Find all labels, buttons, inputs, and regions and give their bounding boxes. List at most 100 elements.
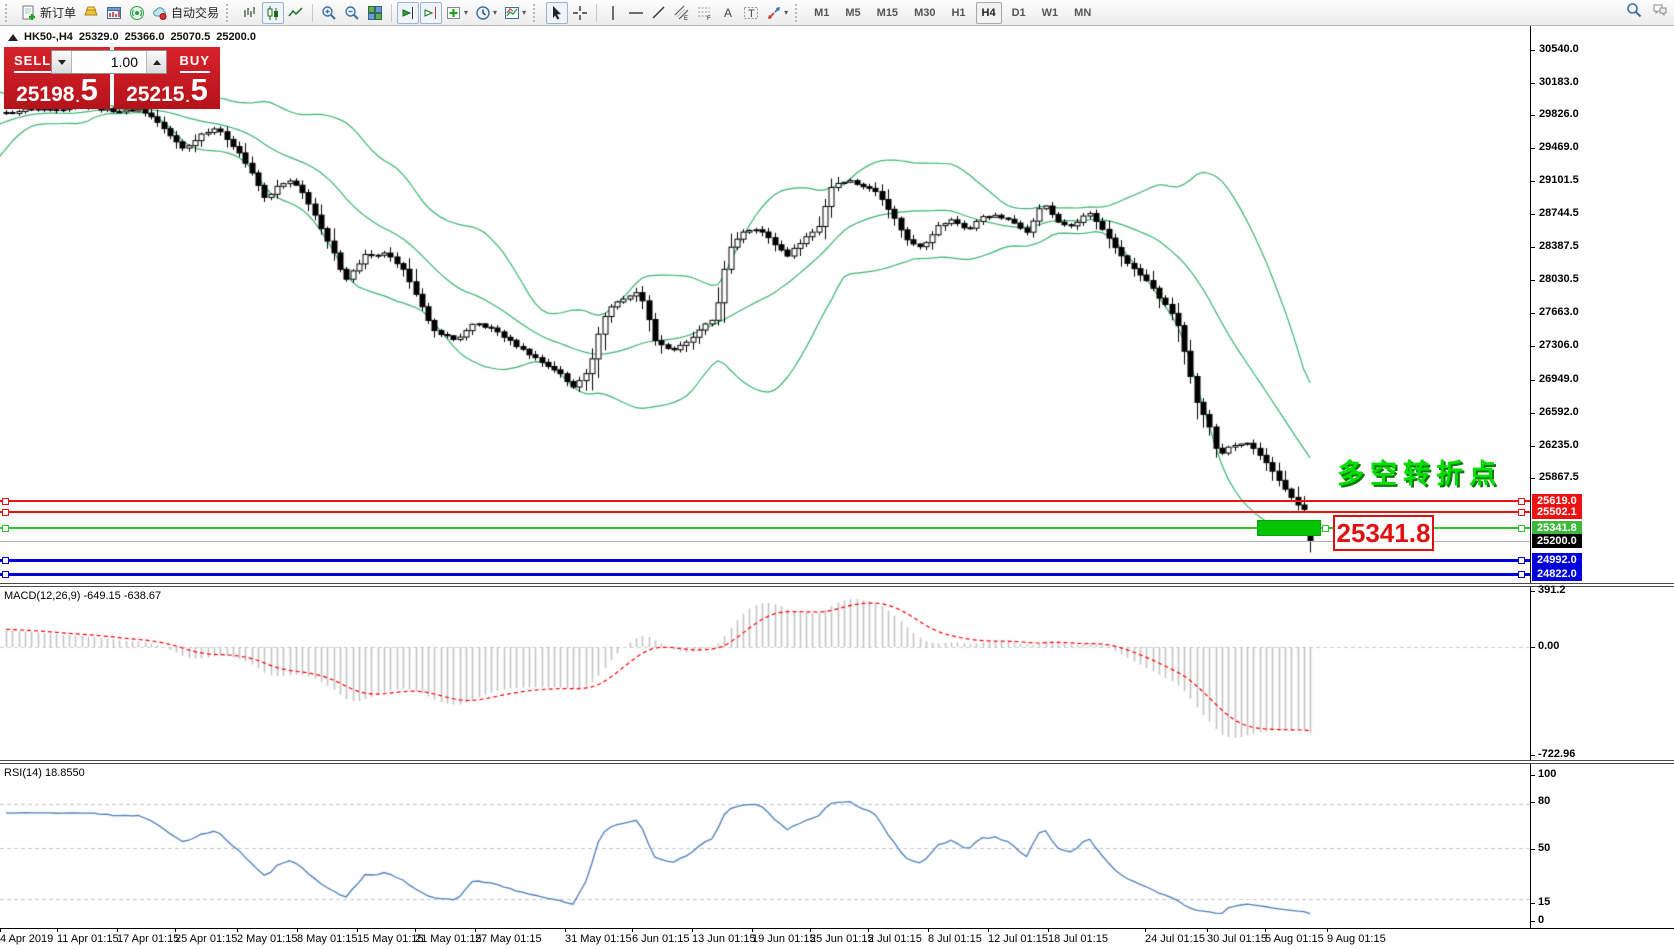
rsi-scale-tick: [1530, 921, 1535, 922]
timeframe-mn[interactable]: MN: [1074, 6, 1092, 19]
hline-24822.0[interactable]: [0, 573, 1530, 576]
line-handle[interactable]: [1518, 525, 1525, 532]
chart-objects-overlay: 25341.8 多空转折点: [0, 26, 1530, 583]
fibonacci-button[interactable]: F: [694, 2, 716, 24]
line-handle[interactable]: [1518, 498, 1525, 505]
tile-windows-icon: [368, 5, 383, 20]
zoom-out-button[interactable]: [341, 2, 363, 24]
line-handle[interactable]: [2, 525, 9, 532]
indicators-button[interactable]: ▾: [443, 2, 471, 24]
window-separator[interactable]: [0, 760, 1674, 764]
volume-decrease-button[interactable]: [52, 51, 72, 73]
close-value: 25200.0: [216, 31, 256, 43]
time-label: 27 May 01:15: [475, 933, 542, 945]
price-tick: [1530, 446, 1535, 447]
templates-button[interactable]: ▾: [501, 2, 529, 24]
signal-icon: [130, 5, 145, 20]
hline-25619.0[interactable]: [0, 500, 1530, 502]
toolbar-separator: [596, 3, 598, 22]
annotation-text[interactable]: 多空转折点: [1337, 459, 1502, 489]
autotrading-label: 自动交易: [171, 6, 220, 20]
price-callout-label[interactable]: 25341.8: [1333, 515, 1434, 551]
crosshair-button[interactable]: [569, 2, 591, 24]
line-handle[interactable]: [1518, 509, 1525, 516]
candles-chart-button[interactable]: [262, 1, 285, 24]
new-order-icon: [22, 5, 35, 20]
svg-text:A: A: [724, 6, 732, 20]
time-tick: [810, 929, 811, 932]
callout-anchor-handle[interactable]: [1322, 525, 1329, 532]
time-tick: [928, 929, 929, 932]
line-chart-button[interactable]: [285, 2, 307, 24]
timeframe-m1[interactable]: M1: [814, 6, 830, 19]
time-tick: [1145, 929, 1146, 932]
hline-24992.0[interactable]: [0, 559, 1530, 562]
arrows-button[interactable]: ▾: [763, 2, 791, 24]
periods-button[interactable]: ▾: [472, 2, 500, 24]
window-separator[interactable]: [0, 583, 1674, 587]
time-label: 24 Jul 01:15: [1145, 933, 1205, 945]
rsi-canvas[interactable]: [0, 765, 1530, 927]
rsi-scale-tick: [1530, 903, 1535, 904]
time-axis[interactable]: 4 Apr 2019 11 Apr 01:15 17 Apr 01:15 25 Apr…: [0, 929, 1674, 949]
sell-label: SELL: [14, 53, 52, 73]
volume-field[interactable]: 1.00: [110, 54, 138, 70]
autoscroll-icon: [402, 6, 414, 19]
timeframe-h4[interactable]: H4: [975, 1, 1002, 24]
cursor-button[interactable]: [546, 1, 569, 24]
equidistant-channel-button[interactable]: E: [671, 2, 693, 24]
line-handle[interactable]: [2, 509, 9, 516]
price-tick: [1530, 380, 1535, 381]
chat-icon[interactable]: [1652, 2, 1668, 18]
horizontal-line-button[interactable]: [625, 2, 647, 24]
line-handle[interactable]: [2, 571, 9, 578]
timeframe-w1[interactable]: W1: [1041, 6, 1059, 19]
time-label: 4 Apr 2019: [0, 933, 54, 945]
timeframe-m30[interactable]: M30: [914, 6, 936, 19]
new-order-button[interactable]: 新订单: [18, 2, 79, 24]
collapse-arrow-icon[interactable]: [8, 33, 18, 41]
line-handle[interactable]: [1518, 557, 1525, 564]
signal-button[interactable]: [126, 2, 148, 24]
line-handle[interactable]: [2, 498, 9, 505]
time-label: 30 Jul 01:15: [1207, 933, 1267, 945]
price-tick-label: 26592.0: [1539, 406, 1579, 418]
search-icon[interactable]: [1626, 2, 1642, 18]
timeframe-m15[interactable]: M15: [876, 6, 899, 19]
time-label: 25 Apr 01:15: [175, 933, 238, 945]
templates-icon: [505, 6, 520, 19]
zoom-in-button[interactable]: [318, 2, 340, 24]
timeframe-h1[interactable]: H1: [951, 6, 966, 19]
gold-button[interactable]: [80, 2, 102, 24]
price-tick-label: 27663.0: [1539, 306, 1579, 318]
hline-25502.1[interactable]: [0, 511, 1530, 513]
price-tick: [1530, 83, 1535, 84]
price-axis[interactable]: 30540.0 30183.0 29826.0 29469.0 29101.5 28744…: [1530, 26, 1674, 929]
hline-25341.8[interactable]: [0, 527, 1530, 529]
autotrading-button[interactable]: 自动交易: [149, 2, 222, 24]
line-handle[interactable]: [1518, 571, 1525, 578]
text-label-button[interactable]: T: [740, 2, 762, 24]
tile-windows-button[interactable]: [364, 2, 386, 24]
autoscroll-button[interactable]: [397, 1, 420, 24]
price-tick-label: 29826.0: [1539, 108, 1579, 120]
time-tick: [0, 929, 1, 932]
volume-increase-button[interactable]: [146, 51, 166, 73]
macd-canvas[interactable]: [0, 588, 1530, 759]
svg-text:E: E: [684, 16, 688, 21]
rsi-scale-label: 15: [1538, 896, 1551, 908]
text-button[interactable]: A: [717, 2, 739, 24]
line-handle[interactable]: [2, 557, 9, 564]
price-chart-canvas[interactable]: [0, 26, 1530, 583]
hline-25200.0[interactable]: [0, 541, 1530, 542]
timeframe-d1[interactable]: D1: [1011, 6, 1026, 19]
chart-shift-button[interactable]: [420, 1, 443, 24]
bars-chart-button[interactable]: [239, 2, 261, 24]
vertical-line-button[interactable]: [602, 2, 624, 24]
green-rectangle-object[interactable]: [1257, 520, 1321, 536]
price-tick-label: 30183.0: [1539, 76, 1579, 88]
trendline-button[interactable]: [648, 2, 670, 24]
chart-window-button[interactable]: [103, 2, 125, 24]
timeframe-m5[interactable]: M5: [845, 6, 861, 19]
price-tick-label: 29469.0: [1539, 141, 1579, 153]
